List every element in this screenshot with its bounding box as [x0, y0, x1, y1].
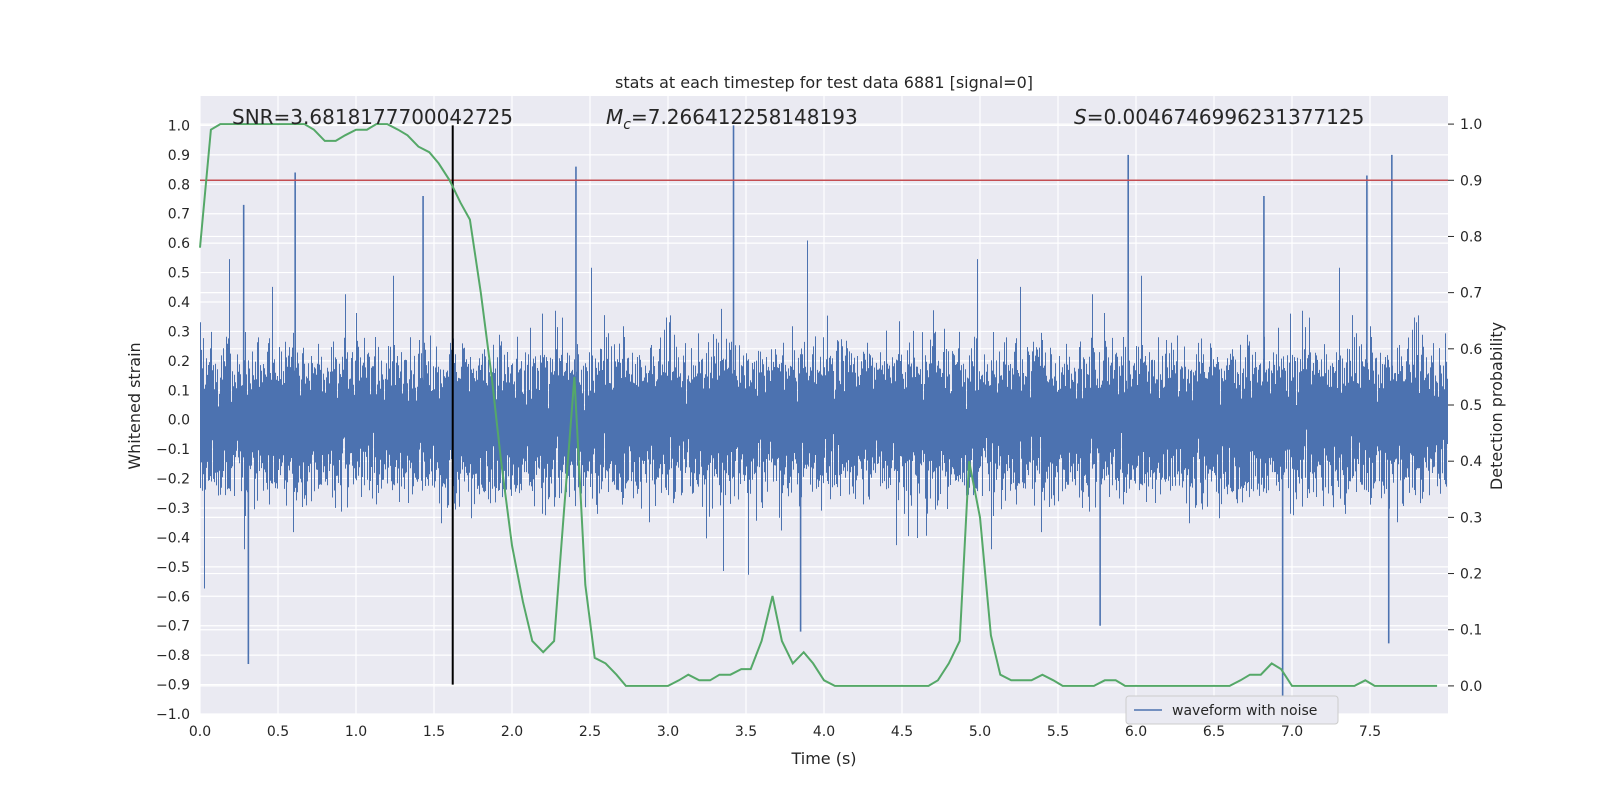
- x-tick-label: 0.5: [267, 724, 289, 740]
- y-tick-label: −0.6: [156, 589, 190, 605]
- x-tick-label: 1.5: [423, 724, 445, 740]
- x-tick-labels: 0.0 0.5 1.0 1.5 2.0 2.5 3.0 3.5 4.0 4.5 5.0 5.5 6.0 6…: [189, 724, 1381, 740]
- y-tick-label: −0.5: [156, 560, 190, 576]
- y-tick-label: 0.1: [168, 383, 190, 399]
- x-tick-label: 6.0: [1125, 724, 1147, 740]
- y2-tick-label: 0.4: [1460, 454, 1482, 470]
- y2-tick-label: 0.1: [1460, 623, 1482, 639]
- reference-lines: [200, 125, 1448, 685]
- y-tick-label: 1.0: [168, 118, 190, 134]
- y-tick-labels: −1.0 −0.9 −0.8 −0.7 −0.6 −0.5 −0.4 −0.3 −0.2 −0.1…: [156, 118, 190, 723]
- y-tick-label: −1.0: [156, 707, 190, 723]
- y2-tick-label: 0.3: [1460, 510, 1482, 526]
- y2-tick-labels: 0.0 0.1 0.2 0.3 0.4 0.5 0.6 0.7 0.8 0.9 1.0: [1448, 117, 1482, 695]
- y-tick-label: 0.0: [168, 413, 190, 429]
- y-tick-label: 0.8: [168, 177, 190, 193]
- y-tick-label: 0.6: [168, 236, 190, 252]
- x-tick-label: 6.5: [1203, 724, 1225, 740]
- s-symbol: S: [1074, 105, 1087, 129]
- s-value: =0.0046746996231377125: [1087, 105, 1365, 129]
- y-tick-label: −0.4: [156, 530, 190, 546]
- s-annotation: S=0.0046746996231377125: [1074, 105, 1364, 129]
- detection-probability-line: [199, 123, 1438, 687]
- waveform-noise-path: [200, 240, 1448, 589]
- legend-entry-waveform: waveform with noise: [1172, 703, 1317, 719]
- y2-tick-label: 0.8: [1460, 229, 1482, 245]
- x-tick-label: 4.0: [813, 724, 835, 740]
- y2-tick-label: 0.5: [1460, 398, 1482, 414]
- x-tick-label: 5.5: [1047, 724, 1069, 740]
- y-tick-label: 0.7: [168, 207, 190, 223]
- x-tick-label: 2.5: [579, 724, 601, 740]
- chirp-mass-annotation: Mc=7.266412258148193: [606, 105, 858, 133]
- probability-series: [199, 123, 1438, 687]
- chart-title: stats at each timestep for test data 688…: [615, 73, 1033, 92]
- x-tick-label: 3.0: [657, 724, 679, 740]
- y2-tick-label: 0.0: [1460, 679, 1482, 695]
- y2-axis-label: Detection probability: [1487, 322, 1506, 490]
- waveform-series: [200, 125, 1448, 709]
- x-tick-label: 7.0: [1281, 724, 1303, 740]
- legend-box: [1125, 695, 1339, 725]
- x-tick-label: 5.0: [969, 724, 991, 740]
- y-tick-label: 0.9: [168, 148, 190, 164]
- y2-tick-label: 0.6: [1460, 342, 1482, 358]
- y2-tick-label: 0.2: [1460, 567, 1482, 583]
- y-tick-label: −0.1: [156, 442, 190, 458]
- x-tick-label: 1.0: [345, 724, 367, 740]
- x-axis-label: Time (s): [790, 749, 856, 768]
- y2-tick-label: 1.0: [1460, 117, 1482, 133]
- y-tick-label: 0.5: [168, 266, 190, 282]
- x-tick-label: 7.5: [1359, 724, 1381, 740]
- chirp-mass-subscript: c: [623, 117, 631, 133]
- y2-tick-label: 0.7: [1460, 286, 1482, 302]
- y-tick-label: −0.7: [156, 619, 190, 635]
- chirp-mass-value: =7.266412258148193: [631, 105, 858, 129]
- legend: waveform with noise: [1125, 695, 1339, 725]
- y-tick-label: 0.4: [168, 295, 190, 311]
- y2-tick-label: 0.9: [1460, 173, 1482, 189]
- y-tick-label: 0.3: [168, 324, 190, 340]
- x-tick-label: 3.5: [735, 724, 757, 740]
- y-tick-label: −0.9: [156, 678, 190, 694]
- snr-annotation: SNR=3.6818177700042725: [232, 105, 513, 129]
- y-axis-label: Whitened strain: [125, 342, 144, 469]
- y-tick-label: −0.3: [156, 501, 190, 517]
- y-tick-label: −0.2: [156, 472, 190, 488]
- y-tick-label: −0.8: [156, 648, 190, 664]
- x-tick-label: 4.5: [891, 724, 913, 740]
- y-tick-label: 0.2: [168, 354, 190, 370]
- x-tick-label: 0.0: [189, 724, 211, 740]
- chirp-mass-symbol: M: [606, 105, 623, 129]
- x-tick-label: 2.0: [501, 724, 523, 740]
